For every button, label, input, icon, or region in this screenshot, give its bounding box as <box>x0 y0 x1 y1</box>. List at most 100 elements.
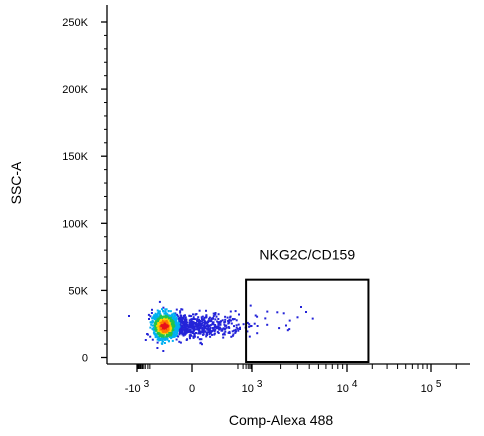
event-dot <box>223 328 226 331</box>
gate-group[interactable]: NKG2C/CD159 <box>245 247 370 363</box>
event-dot <box>151 321 154 324</box>
event-dot <box>150 312 153 314</box>
event-dot <box>232 333 235 336</box>
event-dot <box>189 322 192 325</box>
event-dot <box>156 341 159 344</box>
event-dot <box>192 336 195 339</box>
event-dot <box>155 317 158 320</box>
event-dot <box>214 318 217 321</box>
event-dot <box>191 330 194 333</box>
event-dot <box>217 318 220 320</box>
event-dot <box>181 329 184 331</box>
event-dot <box>212 315 215 318</box>
event-dot <box>163 312 166 315</box>
event-dot <box>212 323 215 326</box>
event-dot <box>201 319 204 322</box>
event-dot <box>192 335 195 338</box>
event-dot <box>219 327 222 330</box>
event-dot <box>164 325 167 328</box>
event-dot <box>175 316 178 319</box>
event-dot <box>231 330 234 333</box>
event-dot <box>174 313 177 316</box>
event-dot <box>156 338 159 341</box>
event-dot <box>152 320 155 323</box>
event-dot <box>196 320 199 323</box>
event-dot <box>174 312 177 315</box>
event-dot <box>216 325 219 328</box>
event-dot <box>217 321 220 324</box>
event-dot <box>154 322 157 325</box>
event-dot <box>223 323 226 326</box>
event-dot <box>175 334 178 337</box>
event-dot <box>194 328 197 331</box>
event-dot <box>196 326 199 329</box>
event-dot <box>202 321 205 324</box>
event-dot <box>217 332 220 334</box>
event-dot <box>223 321 226 324</box>
event-dot <box>195 328 198 331</box>
event-dot <box>285 324 287 327</box>
event-dot <box>170 323 173 326</box>
event-dot <box>161 308 163 311</box>
event-dot <box>166 335 169 338</box>
event-dot <box>253 322 256 325</box>
event-dot <box>191 324 194 327</box>
event-dot <box>231 334 234 337</box>
event-dot <box>164 308 167 311</box>
event-dot <box>154 312 157 315</box>
event-dot <box>205 314 208 317</box>
event-dot <box>266 310 269 313</box>
event-dot <box>151 317 154 320</box>
event-dot <box>177 335 180 338</box>
event-dot <box>188 326 191 329</box>
event-dot <box>177 325 180 328</box>
event-dot <box>186 338 189 341</box>
event-dot <box>198 330 201 333</box>
event-dot <box>172 329 175 332</box>
event-dot <box>160 314 162 317</box>
event-dot <box>195 325 197 328</box>
event-dot <box>210 317 213 320</box>
gate-rectangle[interactable] <box>245 278 370 363</box>
event-dot <box>180 325 183 328</box>
event-dot <box>170 333 173 336</box>
event-dot <box>180 314 183 317</box>
event-dot <box>189 330 192 333</box>
event-dot <box>164 318 167 321</box>
event-dot <box>172 334 175 337</box>
event-dot <box>203 319 206 322</box>
event-dot <box>160 324 163 327</box>
event-dot <box>237 323 240 326</box>
event-dot <box>165 337 168 340</box>
event-dot <box>160 316 163 319</box>
event-dot <box>172 321 174 324</box>
event-dot <box>163 316 166 319</box>
event-dot <box>201 326 204 329</box>
event-dot <box>158 337 161 340</box>
event-dot <box>195 322 198 325</box>
event-dot <box>203 316 206 319</box>
event-dot <box>177 328 180 331</box>
event-dot <box>196 318 199 321</box>
event-dot <box>198 318 200 321</box>
event-dot <box>166 338 169 341</box>
event-dot <box>235 324 238 327</box>
event-dot <box>193 318 195 320</box>
event-dot <box>196 336 199 339</box>
event-dot <box>173 335 176 338</box>
event-dot <box>184 331 187 334</box>
event-dot <box>207 326 210 329</box>
event-dot <box>213 313 216 316</box>
event-dot <box>202 318 205 321</box>
event-dot <box>128 315 130 317</box>
event-dot <box>208 325 211 328</box>
event-dot <box>192 316 195 319</box>
event-dot <box>172 323 175 326</box>
event-dot <box>156 347 159 349</box>
event-dot <box>164 314 167 317</box>
event-dot <box>171 336 174 339</box>
event-dot <box>197 325 200 328</box>
event-dot <box>180 316 183 319</box>
event-dot <box>225 324 228 327</box>
y-tick-label: 150K <box>62 151 88 163</box>
